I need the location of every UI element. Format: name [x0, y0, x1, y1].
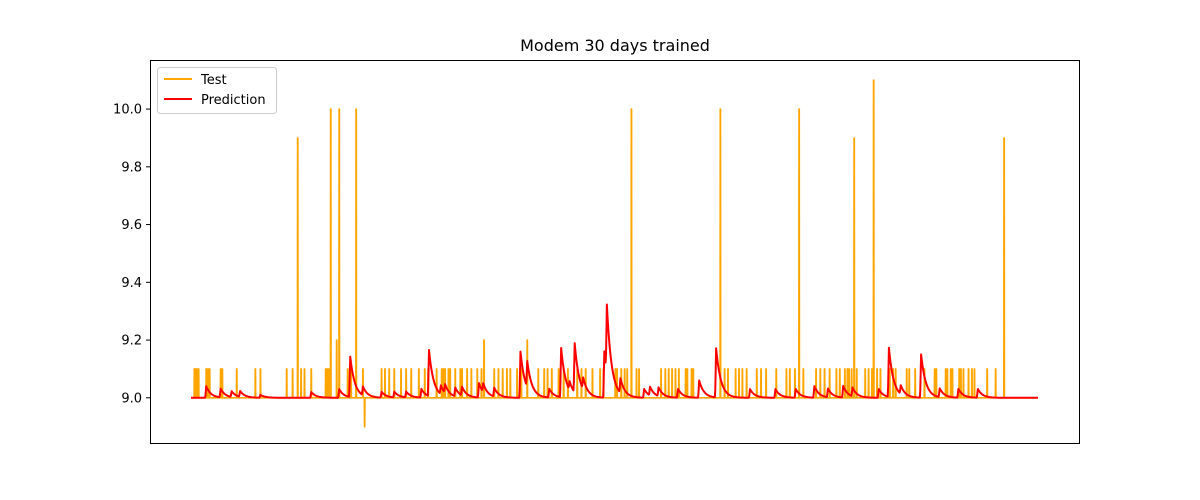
y-axis: 9.0 9.2 9.4 9.6 9.8 10.0 — [113, 103, 150, 406]
y-tick-label: 9.6 — [121, 218, 142, 233]
series-line-test — [191, 79, 1038, 428]
y-tick-label: 10.0 — [113, 103, 142, 118]
y-tick-label: 9.8 — [121, 160, 142, 175]
series-line-prediction — [190, 303, 1039, 399]
legend-label-prediction: Prediction — [201, 93, 266, 108]
chart-title: Modem 30 days trained — [520, 36, 710, 55]
y-tick-label: 9.4 — [121, 276, 142, 291]
legend: Test Prediction — [157, 67, 277, 114]
y-tick-label: 9.0 — [121, 391, 142, 406]
legend-label-test: Test — [200, 73, 227, 88]
plot-frame — [150, 60, 1080, 444]
plot-area — [190, 79, 1039, 428]
y-tick-label: 9.2 — [121, 334, 142, 349]
